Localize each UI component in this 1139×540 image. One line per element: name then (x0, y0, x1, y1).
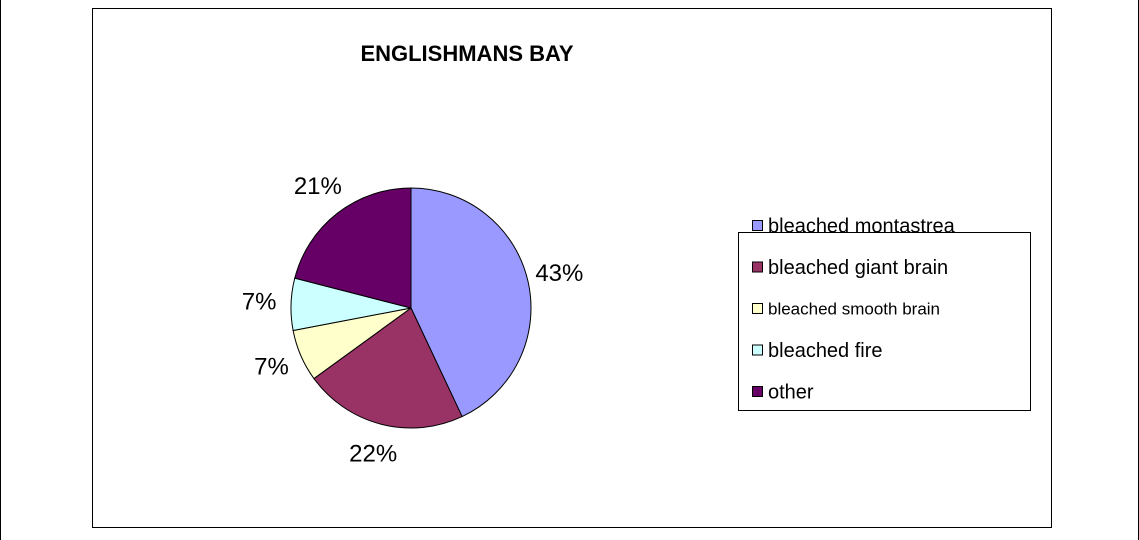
legend-swatch (752, 386, 763, 397)
legend-label: bleached giant brain (768, 257, 948, 279)
data-label: 21% (294, 173, 342, 200)
data-label: 43% (535, 260, 583, 287)
legend-label: bleached smooth brain (768, 299, 940, 318)
data-label: 22% (349, 441, 397, 468)
pie-slice (313, 307, 463, 429)
legend-swatch (752, 303, 763, 314)
legend (738, 232, 1031, 411)
legend-swatch (752, 344, 763, 356)
data-label: 7% (242, 289, 277, 316)
legend-swatch (752, 220, 763, 231)
legend-label: bleached fire (768, 340, 883, 362)
legend-label: bleached montastrea (768, 215, 956, 237)
data-label: 7% (254, 354, 289, 381)
chart-title: ENGLISHMANS BAY (360, 41, 573, 66)
legend-swatch (752, 261, 763, 273)
pie-slice (294, 187, 412, 309)
legend-label: other (768, 381, 814, 403)
pie-slice (410, 187, 532, 418)
